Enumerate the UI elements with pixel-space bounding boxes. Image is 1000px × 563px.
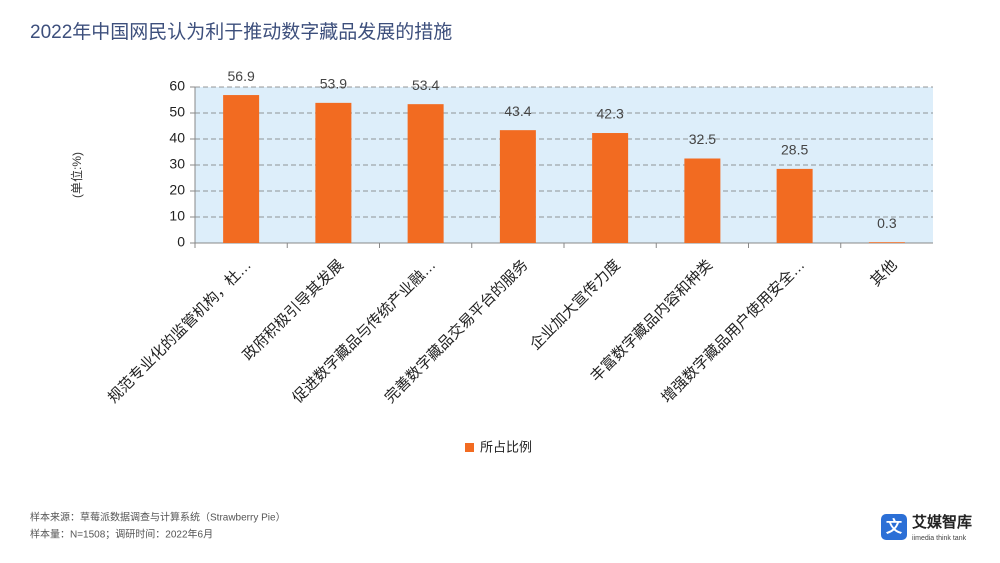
y-tick-label: 40	[169, 130, 185, 146]
bar	[223, 95, 260, 243]
y-axis-label: (单位:%)	[69, 152, 84, 198]
logo-mark: 文	[886, 517, 903, 536]
footer-source: 样本来源：草莓派数据调查与计算系统（Strawberry Pie）	[30, 511, 286, 524]
footer-sample: 样本量：N=1508；调研时间：2022年6月	[30, 528, 213, 541]
bar	[407, 104, 444, 243]
logo-name: 艾媒智库	[912, 513, 972, 531]
logo-subtitle: iimedia think tank	[912, 535, 967, 542]
bar	[776, 168, 813, 243]
logo: 文 艾媒智库 iimedia think tank	[881, 513, 972, 542]
data-label: 0.3	[877, 215, 897, 231]
y-tick-label: 10	[169, 208, 185, 224]
bar	[499, 130, 536, 243]
y-tick-label: 20	[169, 182, 185, 198]
bar	[868, 242, 905, 243]
y-tick-label: 60	[169, 78, 185, 94]
y-tick-label: 30	[169, 156, 185, 172]
data-label: 32.5	[689, 131, 716, 147]
legend-swatch	[465, 443, 474, 452]
chart-title: 2022年中国网民认为利于推动数字藏品发展的措施	[30, 21, 452, 43]
bar	[592, 133, 629, 243]
bar	[315, 102, 352, 243]
data-label: 53.4	[412, 77, 439, 93]
y-tick-label: 0	[177, 234, 185, 250]
data-label: 53.9	[320, 76, 347, 92]
logo-icon	[881, 514, 907, 540]
data-label: 28.5	[781, 142, 808, 158]
data-label: 56.9	[228, 68, 255, 84]
data-label: 42.3	[597, 106, 624, 122]
bar	[684, 158, 721, 243]
legend-label: 所占比例	[480, 439, 532, 454]
y-tick-label: 50	[169, 104, 185, 120]
data-label: 43.4	[504, 103, 531, 119]
